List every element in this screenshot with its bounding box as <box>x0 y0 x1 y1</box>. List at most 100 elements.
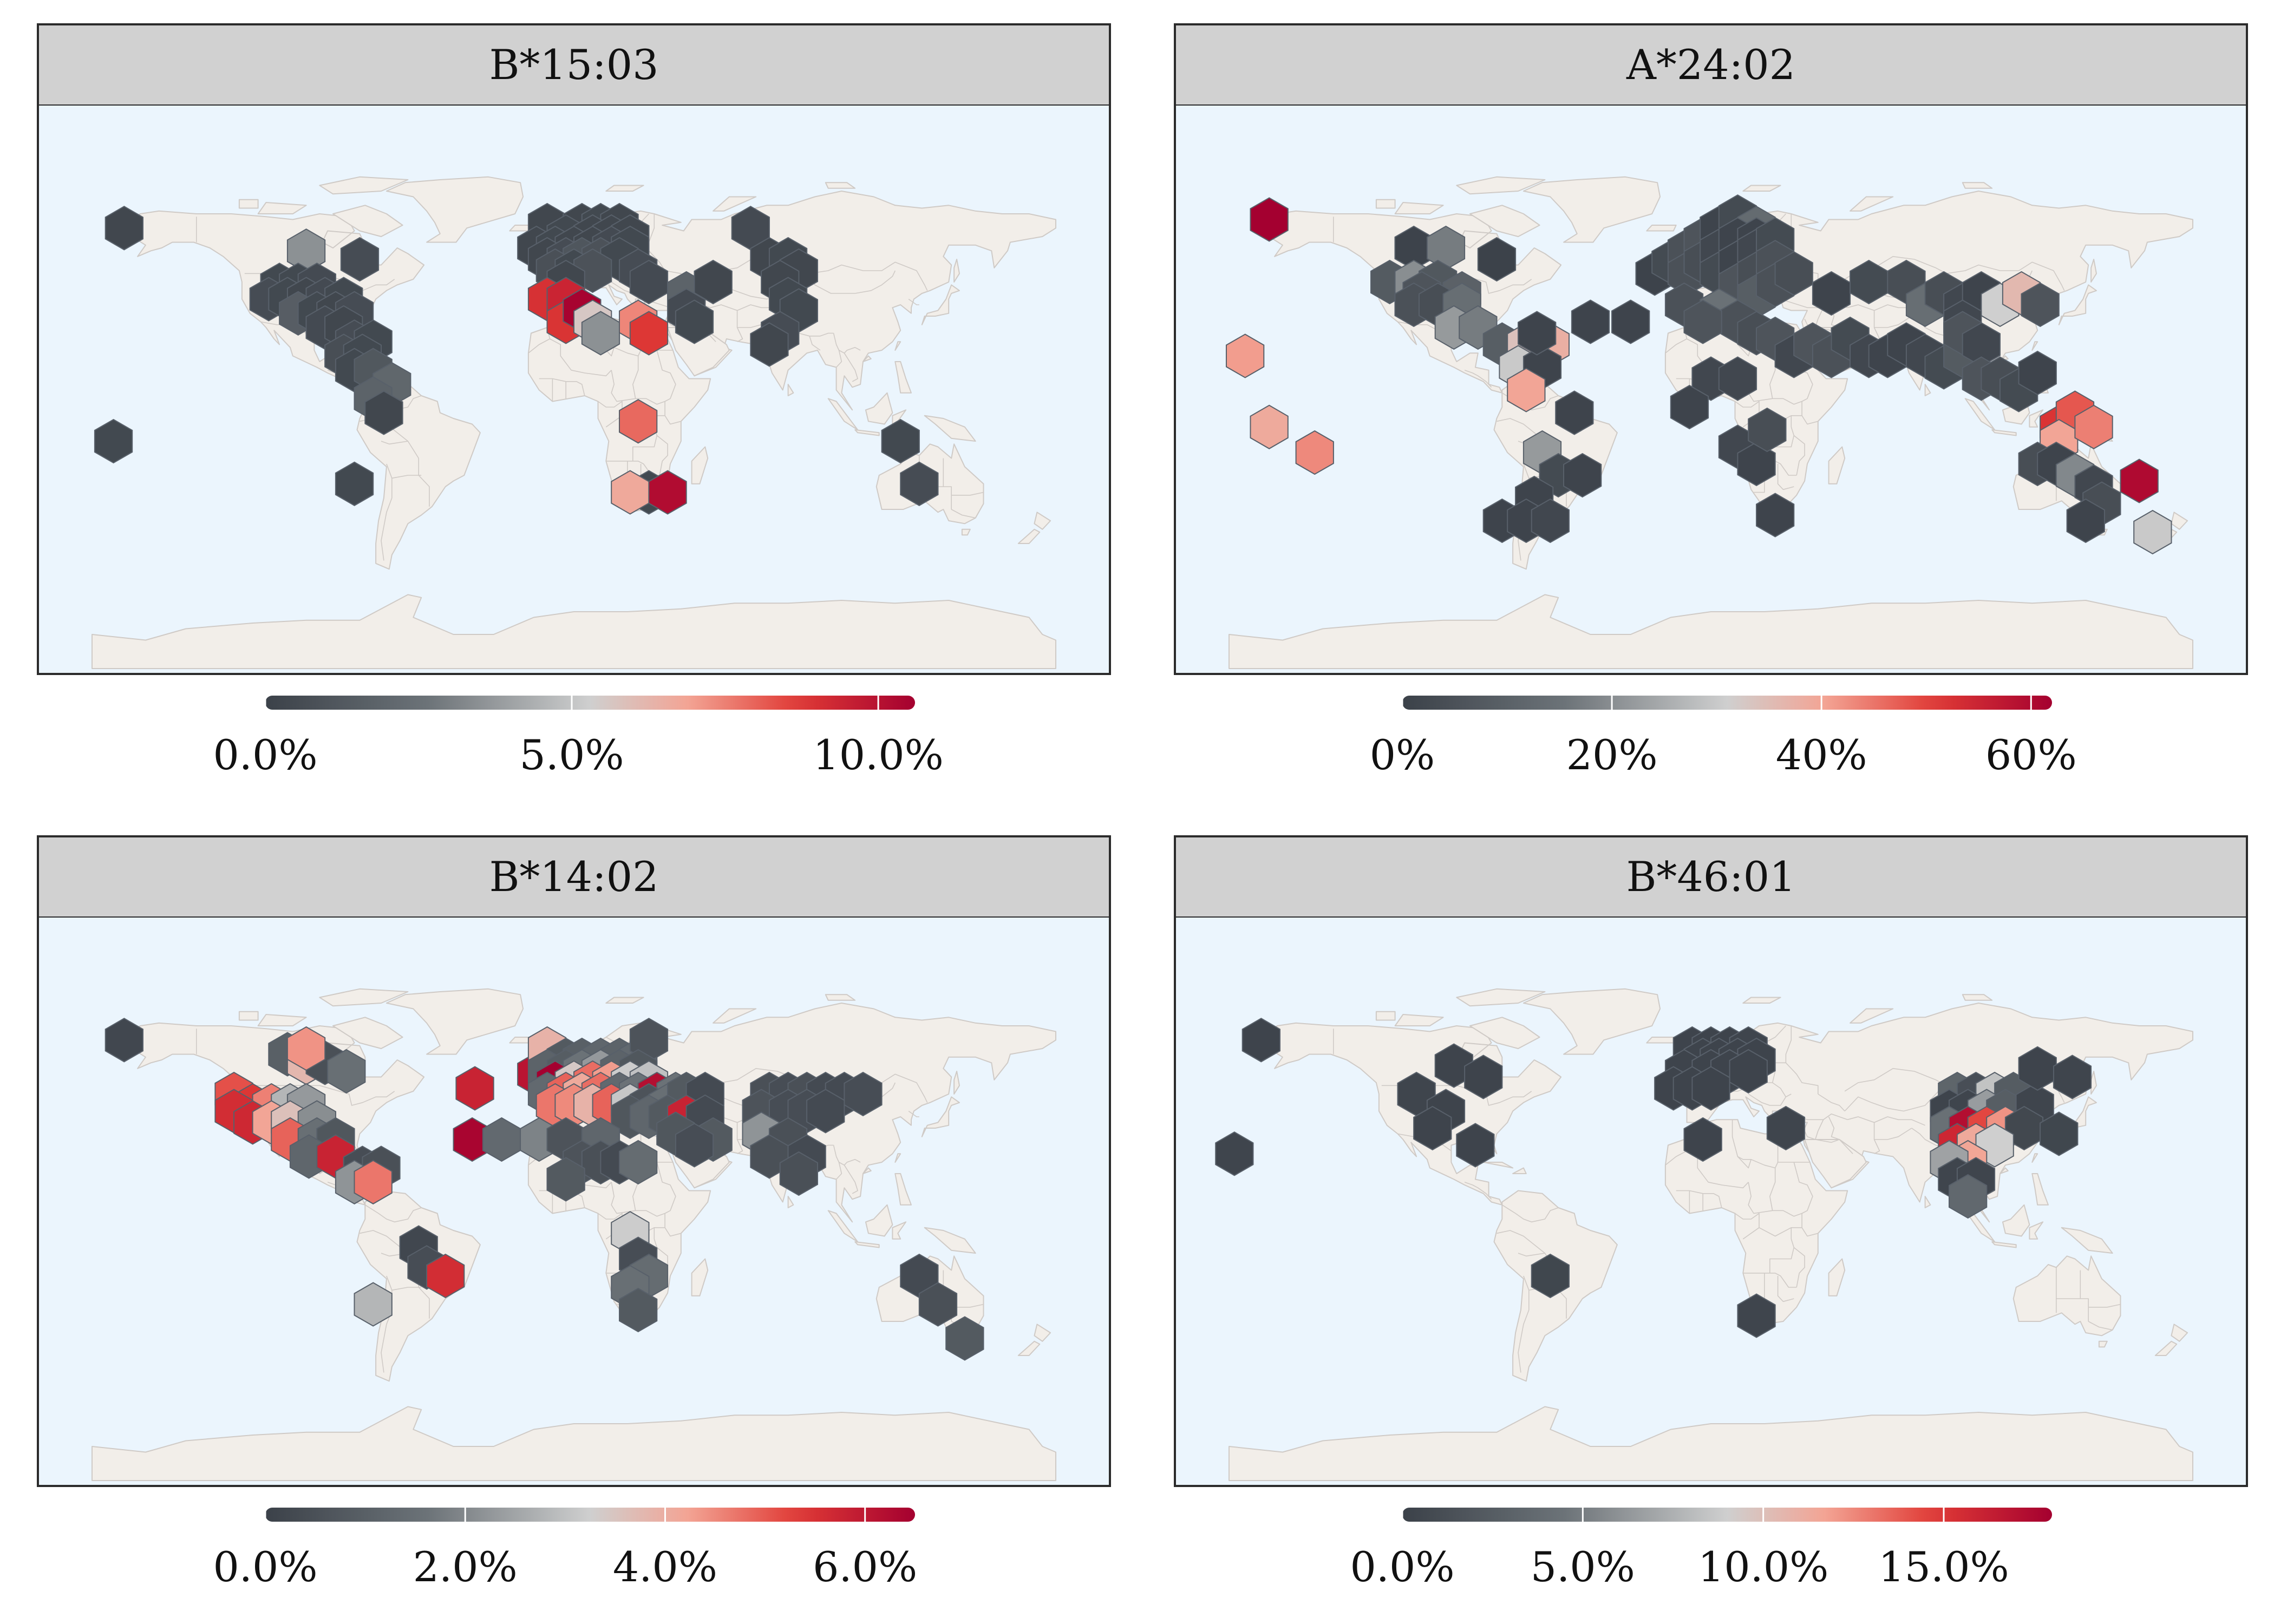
country-border <box>836 1162 842 1180</box>
country-border <box>809 270 896 294</box>
land-banks <box>238 1011 259 1021</box>
land-greenland <box>1522 988 1661 1055</box>
land-novaya <box>713 1008 757 1024</box>
country-border <box>809 261 928 291</box>
land-cuba <box>1482 1162 1514 1169</box>
country-border <box>1518 1253 1545 1257</box>
colorbar-gradient <box>265 1508 915 1522</box>
country-border <box>1735 1213 1760 1240</box>
country-border <box>1793 435 1805 476</box>
land-nz_s <box>1017 528 1041 544</box>
land-nz_n <box>1034 1324 1051 1342</box>
hex-cell <box>2004 1105 2044 1151</box>
land-victoria <box>257 1014 307 1026</box>
hex-cell <box>2053 1055 2092 1099</box>
colorbar-tick-label: 0.0% <box>1350 1543 1454 1591</box>
country-border <box>908 1110 919 1117</box>
colorbar-tick-label: 5.0% <box>519 731 624 779</box>
land-tasmania <box>2098 1340 2108 1348</box>
land-banks <box>1375 1011 1396 1021</box>
land-borneo <box>865 392 893 425</box>
land-baffin <box>332 205 403 237</box>
land-banks <box>1375 199 1396 209</box>
land-severnaya <box>825 182 856 189</box>
land-taiwan <box>894 1153 901 1163</box>
land-svalbard <box>605 185 644 192</box>
hex-cell <box>1413 1105 1452 1151</box>
land-svalbard <box>1742 997 1781 1004</box>
land-hispaniola <box>1512 1167 1527 1174</box>
land-antarctica <box>1229 1406 2193 1481</box>
hex-cell <box>1683 299 1722 344</box>
land-nz_n <box>1034 512 1051 530</box>
land-newguinea <box>2061 1227 2113 1254</box>
hex-cell <box>2021 282 2060 328</box>
land-novaya <box>713 196 757 212</box>
hex-cell <box>2074 404 2113 449</box>
land-srilanka <box>1924 384 1931 396</box>
hex-cell <box>1226 333 1265 378</box>
country-border <box>1777 1276 1794 1302</box>
country-border <box>836 350 842 368</box>
hex-cell <box>1729 1049 1768 1094</box>
country-border <box>1946 261 2065 291</box>
hex-cell <box>648 470 687 515</box>
land-severnaya <box>825 994 856 1001</box>
hex-cell <box>2066 498 2105 543</box>
land-srilanka <box>787 1196 794 1208</box>
land-antarctica <box>92 594 1056 669</box>
hex-cell <box>1531 498 1570 543</box>
colorbar-gradient <box>1402 696 2052 710</box>
colorbar: 0% 20% 40% 60% <box>1370 696 2077 779</box>
country-border <box>1828 1116 1853 1154</box>
country-border <box>1743 1273 1797 1288</box>
colorbar-tick-label: 60% <box>1985 731 2077 779</box>
country-border <box>654 1227 682 1237</box>
panel-header <box>37 835 1111 919</box>
country-border <box>1874 1128 1912 1140</box>
land-antarctica <box>1229 594 2193 669</box>
country-border <box>1791 415 1819 425</box>
land-taiwan <box>2031 1153 2038 1163</box>
country-border <box>951 509 976 519</box>
country-border <box>844 352 858 382</box>
land-victoria <box>257 202 307 214</box>
hex-cell <box>364 390 403 435</box>
country-border <box>391 475 422 479</box>
country-border <box>656 1162 676 1214</box>
land-svalbard <box>1742 185 1781 192</box>
land-japan <box>2058 284 2097 325</box>
land-newguinea <box>924 1227 976 1254</box>
hex-cell <box>1250 404 1289 449</box>
country-border <box>2080 1298 2089 1321</box>
land-sulawesi <box>892 1221 907 1240</box>
country-border <box>951 492 984 496</box>
land-java <box>1991 1241 2017 1248</box>
land-sulawesi <box>2029 409 2044 428</box>
land-philippines <box>894 1173 912 1206</box>
hex-cell <box>1756 493 1795 538</box>
country-border <box>1777 1134 1810 1163</box>
land-newguinea <box>924 415 976 442</box>
land-taiwan <box>894 341 901 351</box>
colorbar-tick-label: 15.0% <box>1878 1543 2009 1591</box>
hex-cell <box>2133 509 2172 555</box>
map-panel: B*46:01 0.0% 5.0% 10.0% 15.0% <box>1174 835 2248 1591</box>
country-border <box>654 415 682 425</box>
hex-cell <box>1531 1253 1570 1299</box>
country-border <box>1844 1068 1947 1092</box>
land-baffin <box>1469 1017 1540 1049</box>
country-border <box>381 463 393 561</box>
land-severnaya <box>1962 994 1993 1001</box>
colorbar-tick-label: 0.0% <box>213 1543 317 1591</box>
map-area <box>37 23 1111 675</box>
map-area <box>1174 23 2248 675</box>
country-border <box>611 1182 665 1217</box>
hex-cell <box>1295 430 1334 475</box>
land-hainan <box>862 1167 872 1174</box>
hex-cell <box>1748 407 1787 453</box>
hex-cell <box>1563 453 1602 498</box>
land-hainan <box>862 355 872 362</box>
colorbar-tick-label: 0% <box>1370 731 1435 779</box>
